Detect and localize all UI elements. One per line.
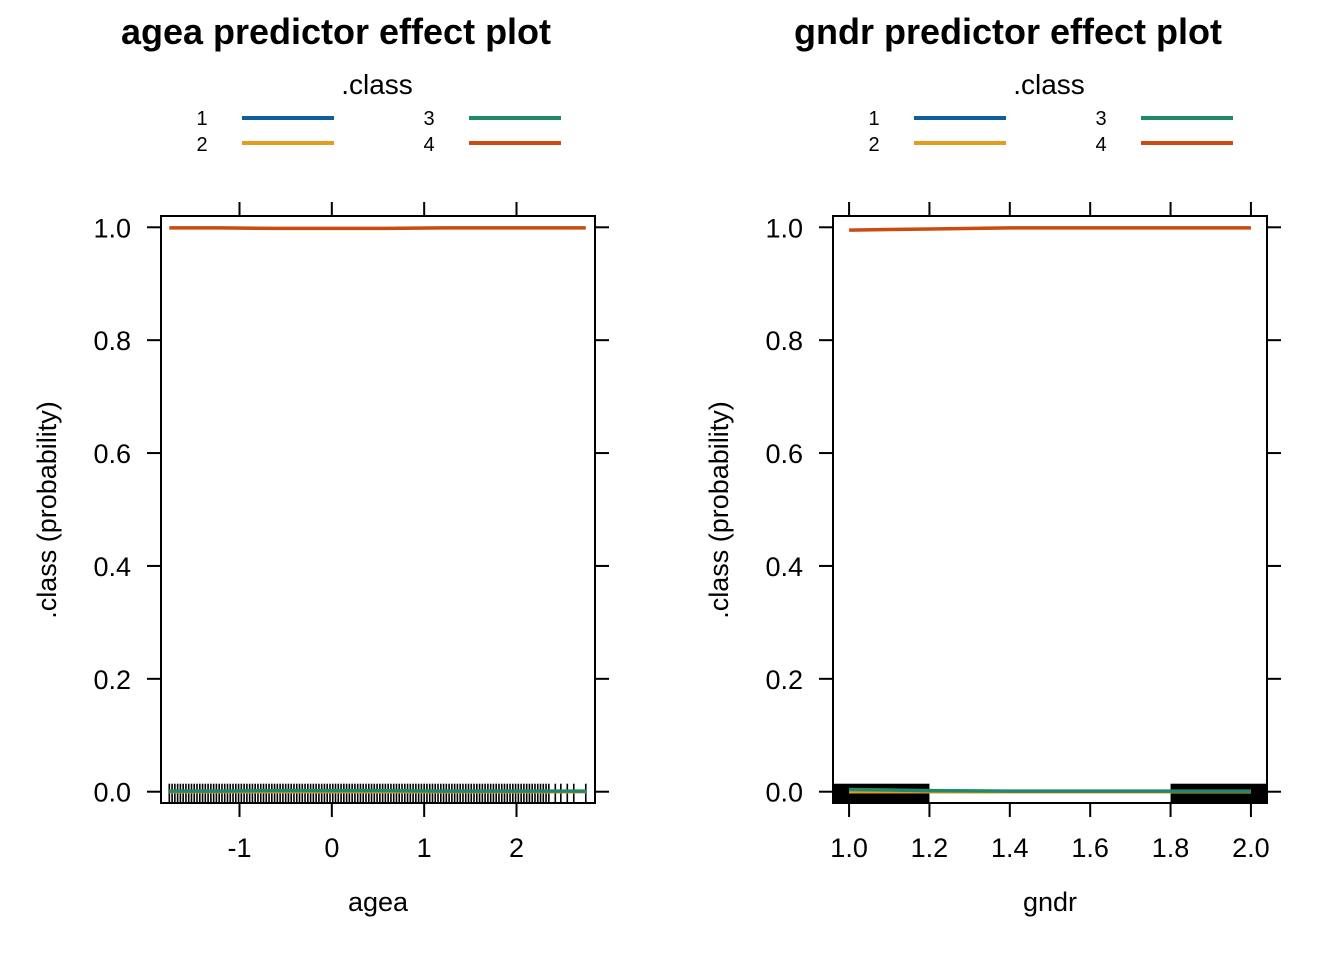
gndr-legend: 1 2 3 4	[868, 108, 1233, 156]
agea-x-axis-label: agea	[348, 887, 409, 917]
agea-x-tick-label: -1	[227, 833, 251, 863]
agea-legend-title: .class	[341, 69, 413, 100]
gndr-y-tick-label: 0.6	[765, 439, 803, 469]
gndr-legend-label-3: 3	[1095, 108, 1106, 130]
agea-y-tick-label: 0.2	[93, 665, 131, 695]
agea-x-tick-label: 0	[324, 833, 339, 863]
agea-legend-label-3: 3	[423, 108, 434, 130]
gndr-series-line-class-4	[849, 226, 1251, 232]
agea-plot-frame	[160, 215, 596, 804]
gndr-effect-panel: gndr predictor effect plot .class 1 2 3 …	[704, 11, 1281, 917]
gndr-y-tick-label: 0.8	[765, 326, 803, 356]
gndr-y-axis-label: .class (probability)	[704, 401, 734, 619]
agea-y-tick-label: 0.0	[93, 778, 131, 808]
agea-axes-ticks: 0.0 0.2 0.4 0.6 0.8 1.0 -1 0 1 2	[93, 202, 609, 863]
gndr-series-lines	[849, 226, 1251, 794]
agea-y-tick-label: 1.0	[93, 213, 131, 243]
agea-effect-panel: agea predictor effect plot .class 1 2 3 …	[32, 11, 609, 917]
gndr-legend-label-2: 2	[868, 134, 879, 156]
agea-y-tick-label: 0.6	[93, 439, 131, 469]
gndr-x-tick-label: 1.4	[991, 833, 1029, 863]
gndr-rug-block	[1170, 783, 1267, 804]
agea-y-tick-label: 0.4	[93, 552, 131, 582]
gndr-plot-title: gndr predictor effect plot	[794, 11, 1222, 52]
gndr-x-tick-label: 1.0	[830, 833, 868, 863]
agea-y-tick-label: 0.8	[93, 326, 131, 356]
gndr-rug-block	[833, 783, 930, 804]
gndr-y-tick-label: 0.2	[765, 665, 803, 695]
gndr-y-tick-label: 0.4	[765, 552, 803, 582]
agea-series-lines	[169, 226, 586, 794]
gndr-legend-label-1: 1	[868, 108, 879, 130]
gndr-legend-label-4: 4	[1095, 134, 1106, 156]
agea-legend-label-4: 4	[423, 134, 434, 156]
agea-series-line-class-3	[169, 788, 586, 793]
gndr-y-tick-label: 0.0	[765, 778, 803, 808]
gndr-x-tick-label: 1.8	[1152, 833, 1190, 863]
gndr-x-tick-label: 1.2	[911, 833, 949, 863]
agea-series-line-class-4	[169, 226, 586, 231]
gndr-legend-title: .class	[1013, 69, 1085, 100]
agea-legend: 1 2 3 4	[196, 108, 561, 156]
gndr-axes-ticks: 0.0 0.2 0.4 0.6 0.8 1.0 1.0 1.2 1.4 1.6 1.8 2.0	[765, 202, 1281, 863]
gndr-series-line-class-3	[849, 787, 1251, 793]
agea-rug	[168, 783, 587, 804]
agea-x-tick-label: 2	[509, 833, 524, 863]
agea-legend-label-2: 2	[196, 134, 207, 156]
gndr-x-axis-label: gndr	[1023, 887, 1077, 917]
agea-x-tick-label: 1	[417, 833, 432, 863]
agea-plot-title: agea predictor effect plot	[121, 11, 551, 52]
gndr-x-tick-label: 1.6	[1071, 833, 1109, 863]
gndr-x-tick-label: 2.0	[1232, 833, 1270, 863]
agea-legend-label-1: 1	[196, 108, 207, 130]
gndr-plot-frame	[832, 215, 1268, 804]
agea-y-axis-label: .class (probability)	[32, 401, 62, 619]
gndr-y-tick-label: 1.0	[765, 213, 803, 243]
